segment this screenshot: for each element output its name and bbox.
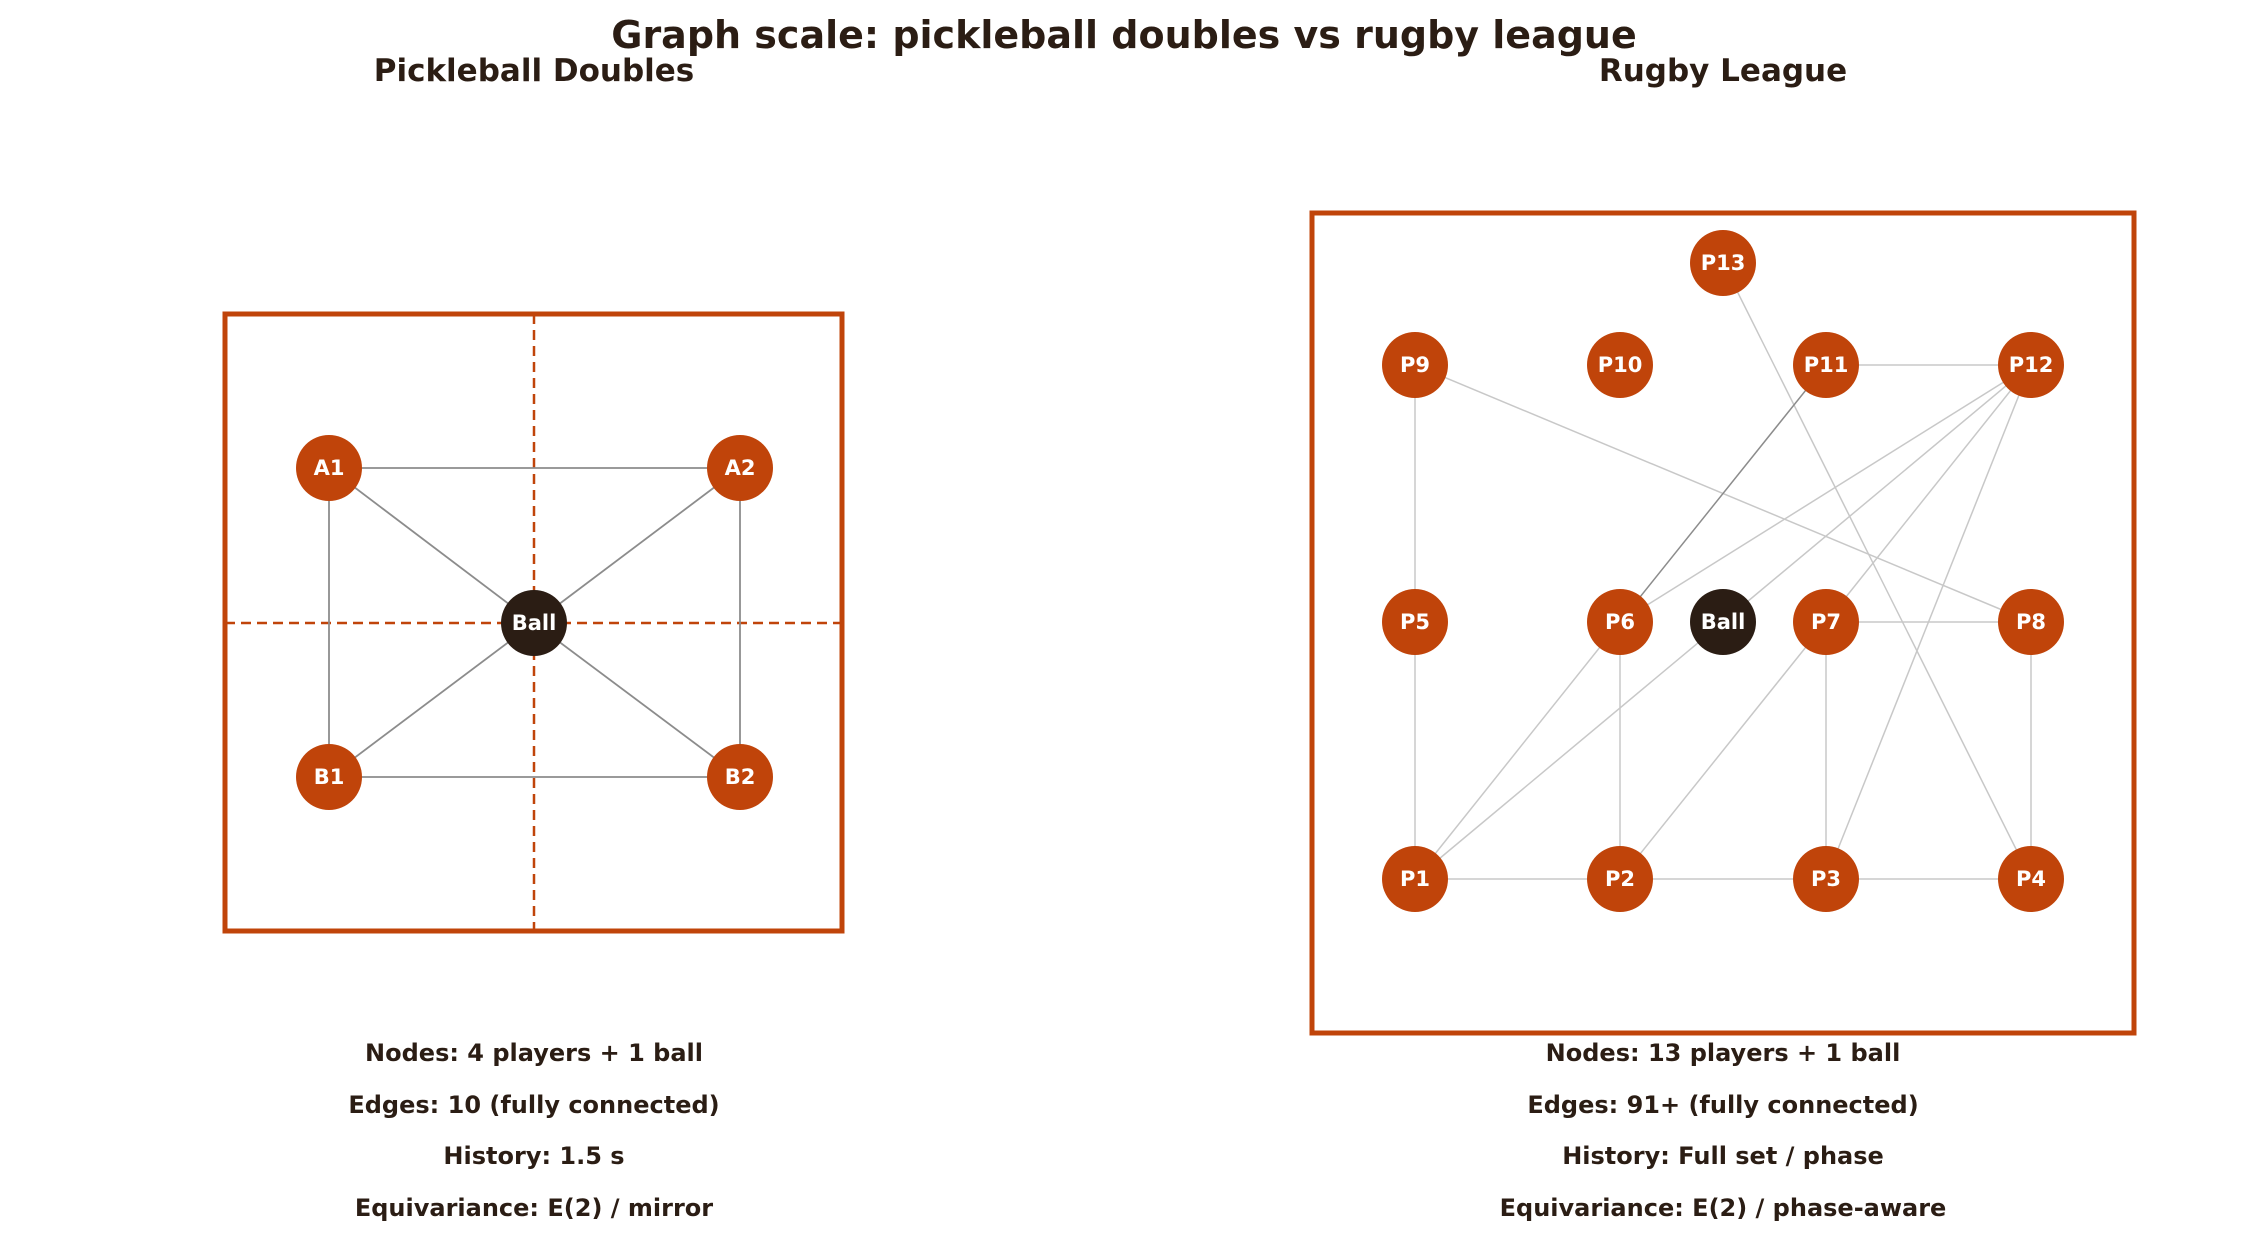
rugby-node-circle — [1690, 230, 1756, 296]
pickleball-edge-a2-ball — [533, 467, 741, 624]
rugby-node-label: P13 — [1701, 251, 1746, 275]
rugby-stat-nodes: Nodes: 13 players + 1 ball — [1546, 1039, 1901, 1067]
rugby-node-circle — [1793, 589, 1859, 655]
pickleball-stats: Nodes: 4 players + 1 ball Edges: 10 (ful… — [348, 1039, 719, 1222]
rugby-node-p9: P9 — [1382, 332, 1448, 398]
rugby-node-label: P8 — [2016, 610, 2046, 634]
rugby-node-circle — [1587, 589, 1653, 655]
rugby-panel-title: Rugby League — [1599, 53, 1847, 89]
pickleball-stat-nodes: Nodes: 4 players + 1 ball — [365, 1039, 703, 1067]
pickleball-node-circle — [707, 744, 773, 810]
rugby-node-ball: Ball — [1690, 589, 1756, 655]
pickleball-node-label: B2 — [725, 765, 756, 789]
rugby-node-label: P7 — [1811, 610, 1841, 634]
pickleball-panel: Pickleball Doubles A1 A2 Ball B1 B2 Nodes: 4… — [222, 53, 845, 1222]
rugby-edge-p7-p2 — [1619, 621, 1827, 880]
rugby-node-p11: P11 — [1793, 332, 1859, 398]
rugby-edge-p12-p6 — [1619, 364, 2032, 623]
rugby-stat-edges: Edges: 91+ (fully connected) — [1527, 1091, 1918, 1119]
rugby-edges — [1414, 262, 2032, 880]
rugby-node-circle — [1587, 846, 1653, 912]
rugby-node-p3: P3 — [1793, 846, 1859, 912]
pickleball-node-circle — [296, 435, 362, 501]
rugby-node-label: P10 — [1598, 353, 1643, 377]
rugby-node-circle — [1793, 846, 1859, 912]
rugby-node-circle — [1690, 589, 1756, 655]
pickleball-node-ball: Ball — [501, 590, 567, 656]
pickleball-node-label: A2 — [725, 456, 756, 480]
rugby-node-p8: P8 — [1998, 589, 2064, 655]
pickleball-node-a1: A1 — [296, 435, 362, 501]
figure-title: Graph scale: pickleball doubles vs rugby… — [611, 13, 1637, 57]
rugby-edge-ball-p1 — [1414, 621, 1724, 880]
rugby-node-label: P4 — [2016, 867, 2046, 891]
rugby-node-label: P12 — [2009, 353, 2054, 377]
rugby-edge-p13-p4 — [1722, 262, 2032, 880]
rugby-stats: Nodes: 13 players + 1 ball Edges: 91+ (f… — [1500, 1039, 1947, 1222]
pickleball-node-label: Ball — [512, 611, 557, 635]
rugby-nodes: P13 P9 P10 P11 P12 P5 P6 Ball P7 P8 P1 P2 P3 P4 — [1382, 230, 2064, 912]
pickleball-stat-history: History: 1.5 s — [443, 1142, 624, 1170]
pickleball-node-label: B1 — [314, 765, 345, 789]
rugby-stat-history: History: Full set / phase — [1562, 1142, 1884, 1170]
rugby-edge-p6-p1 — [1414, 621, 1621, 880]
rugby-node-p6: P6 — [1587, 589, 1653, 655]
rugby-edge-p12-ball — [1722, 364, 2032, 623]
pickleball-node-circle — [296, 744, 362, 810]
rugby-node-label: P6 — [1605, 610, 1635, 634]
pickleball-stat-equivariance: Equivariance: E(2) / mirror — [355, 1194, 713, 1222]
rugby-node-p5: P5 — [1382, 589, 1448, 655]
rugby-node-label: P3 — [1811, 867, 1841, 891]
rugby-stat-equivariance: Equivariance: E(2) / phase-aware — [1500, 1194, 1947, 1222]
rugby-node-circle — [1998, 589, 2064, 655]
pickleball-node-circle — [707, 435, 773, 501]
rugby-node-circle — [1793, 332, 1859, 398]
pickleball-node-a2: A2 — [707, 435, 773, 501]
rugby-node-label: P5 — [1400, 610, 1430, 634]
rugby-node-circle — [1998, 332, 2064, 398]
rugby-node-circle — [1998, 846, 2064, 912]
pickleball-node-b2: B2 — [707, 744, 773, 810]
rugby-edge-p11-p6 — [1619, 364, 1827, 623]
pickleball-edge-a1-ball — [328, 467, 535, 624]
rugby-node-label: P11 — [1804, 353, 1849, 377]
rugby-node-p1: P1 — [1382, 846, 1448, 912]
rugby-node-p4: P4 — [1998, 846, 2064, 912]
rugby-node-circle — [1382, 846, 1448, 912]
rugby-node-label: P2 — [1605, 867, 1635, 891]
rugby-node-circle — [1382, 589, 1448, 655]
pickleball-edge-b2-ball — [533, 622, 741, 778]
pickleball-edges — [328, 467, 741, 778]
rugby-edge-p12-p7 — [1825, 364, 2032, 623]
pickleball-node-circle — [501, 590, 567, 656]
rugby-node-label: P9 — [1400, 353, 1430, 377]
pickleball-edge-b1-ball — [328, 622, 535, 778]
rugby-node-label: Ball — [1701, 610, 1746, 634]
rugby-field — [1309, 210, 2137, 1036]
rugby-node-label: P1 — [1400, 867, 1430, 891]
rugby-node-circle — [1587, 332, 1653, 398]
pickleball-panel-title: Pickleball Doubles — [374, 53, 695, 89]
rugby-node-p7: P7 — [1793, 589, 1859, 655]
pickleball-stat-edges: Edges: 10 (fully connected) — [348, 1091, 719, 1119]
rugby-node-circle — [1382, 332, 1448, 398]
rugby-node-p10: P10 — [1587, 332, 1653, 398]
pickleball-node-b1: B1 — [296, 744, 362, 810]
pickleball-node-label: A1 — [314, 456, 345, 480]
rugby-node-p13: P13 — [1690, 230, 1756, 296]
pickleball-nodes: A1 A2 Ball B1 B2 — [296, 435, 773, 810]
rugby-node-p12: P12 — [1998, 332, 2064, 398]
rugby-node-p2: P2 — [1587, 846, 1653, 912]
